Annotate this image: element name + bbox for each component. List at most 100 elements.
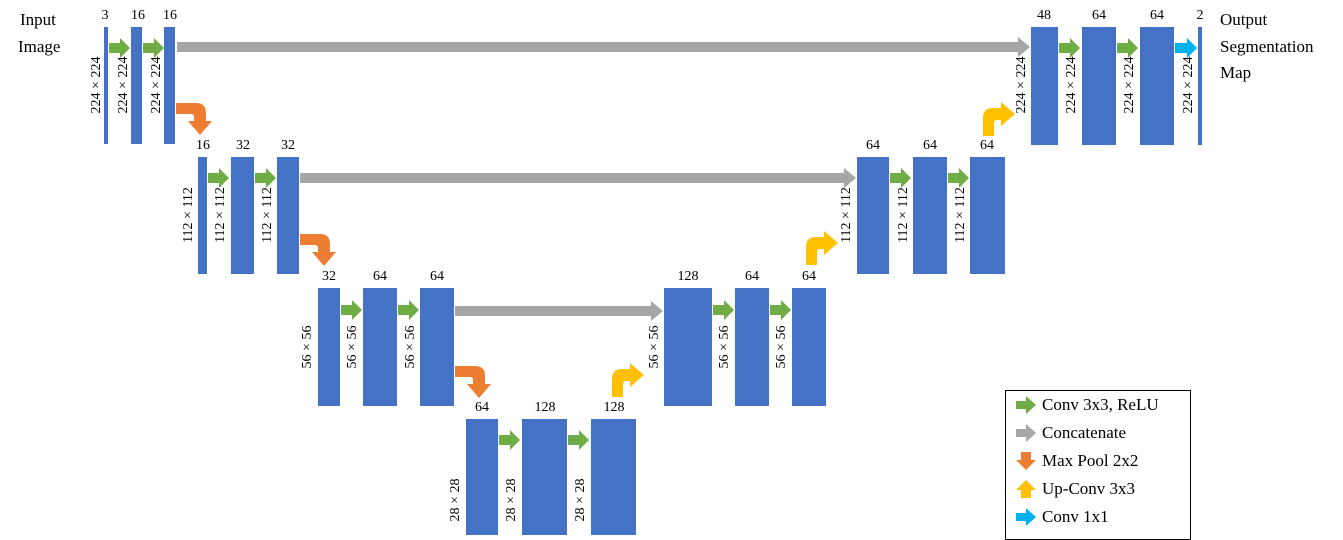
upconv-arrow <box>612 363 644 397</box>
feature-block <box>913 157 947 274</box>
feature-block <box>363 288 397 406</box>
size-label: 28 × 28 <box>448 479 463 522</box>
output-label-line1: Output <box>1220 10 1268 29</box>
size-label: 56 × 56 <box>403 326 418 369</box>
channel-label: 64 <box>866 138 880 153</box>
conv-arrow <box>568 430 589 450</box>
feature-block <box>1031 27 1058 145</box>
legend-label: Conv 3x3, ReLU <box>1042 395 1159 414</box>
channel-label: 64 <box>980 138 994 153</box>
down-arrow-icon <box>1016 452 1036 470</box>
concat-arrow <box>455 301 663 321</box>
conv-arrow <box>1117 38 1138 58</box>
feature-block <box>318 288 340 406</box>
feature-block <box>1198 27 1202 145</box>
conv-arrow <box>890 168 911 188</box>
size-label: 28 × 28 <box>504 479 519 522</box>
legend-label: Up-Conv 3x3 <box>1042 479 1136 498</box>
channel-label: 64 <box>1092 8 1106 23</box>
conv-arrow <box>208 168 229 188</box>
feature-block <box>735 288 769 406</box>
output-label-line3: Map <box>1220 63 1252 82</box>
input-label-line1: Input <box>20 10 56 29</box>
channel-label: 16 <box>131 8 145 23</box>
size-label: 224 × 224 <box>1064 57 1079 114</box>
size-label: 112 × 112 <box>896 187 911 243</box>
conv-arrow <box>770 300 791 320</box>
output-label-line2: Segmentation <box>1220 37 1314 56</box>
channel-label: 48 <box>1037 8 1051 23</box>
feature-block <box>104 27 108 144</box>
size-label: 224 × 224 <box>149 57 164 114</box>
feature-block <box>466 419 498 535</box>
legend-item-upconv: Up-Conv 3x3 <box>1014 477 1135 501</box>
legend-item-concat: Concatenate <box>1014 421 1126 445</box>
maxpool-arrow <box>455 366 491 398</box>
channel-label: 32 <box>281 138 295 153</box>
channel-label: 64 <box>802 269 816 284</box>
concat-arrow <box>300 168 856 188</box>
up-arrow-icon <box>1016 480 1036 498</box>
conv-arrow <box>398 300 419 320</box>
legend-item-conv: Conv 3x3, ReLU <box>1014 393 1159 417</box>
channel-label: 32 <box>236 138 250 153</box>
size-label: 56 × 56 <box>717 326 732 369</box>
channel-label: 32 <box>322 269 336 284</box>
maxpool-arrow <box>176 103 212 135</box>
feature-block <box>1140 27 1174 145</box>
channel-label: 64 <box>923 138 937 153</box>
legend-item-pool: Max Pool 2x2 <box>1014 449 1138 473</box>
feature-block <box>164 27 175 144</box>
size-label: 56 × 56 <box>345 326 360 369</box>
size-label: 28 × 28 <box>573 479 588 522</box>
conv-arrow <box>109 38 130 58</box>
feature-block <box>792 288 826 406</box>
feature-block <box>1082 27 1116 145</box>
size-label: 112 × 112 <box>953 187 968 243</box>
channel-label: 16 <box>163 8 177 23</box>
blue-arrow-icon <box>1016 508 1036 526</box>
channel-label: 64 <box>430 269 444 284</box>
channel-label: 64 <box>745 269 759 284</box>
legend-label: Conv 1x1 <box>1042 507 1109 526</box>
channel-label: 16 <box>196 138 210 153</box>
channel-label: 128 <box>535 400 556 415</box>
conv-arrow <box>143 38 164 58</box>
feature-block <box>970 157 1005 274</box>
legend-item-conv1: Conv 1x1 <box>1014 505 1109 529</box>
size-label: 224 × 224 <box>89 57 104 114</box>
feature-block <box>857 157 889 274</box>
conv1x1-arrow <box>1175 38 1197 58</box>
size-label: 224 × 224 <box>1181 57 1196 114</box>
feature-block <box>231 157 254 274</box>
upconv-arrow <box>983 102 1015 136</box>
feature-block <box>131 27 142 144</box>
conv-arrow <box>1059 38 1080 58</box>
legend-label: Concatenate <box>1042 423 1127 442</box>
feature-block <box>420 288 454 406</box>
input-label-line2: Image <box>18 37 61 56</box>
feature-block <box>198 157 207 274</box>
legend-label: Max Pool 2x2 <box>1042 451 1139 470</box>
channel-label: 128 <box>604 400 625 415</box>
size-label: 56 × 56 <box>300 326 315 369</box>
feature-block <box>522 419 567 535</box>
size-label: 112 × 112 <box>839 187 854 243</box>
channel-label: 128 <box>678 269 699 284</box>
size-label: 56 × 56 <box>774 326 789 369</box>
channel-label: 64 <box>475 400 489 415</box>
gray-arrow-icon <box>1016 424 1036 442</box>
feature-block <box>591 419 636 535</box>
channel-label: 64 <box>1150 8 1164 23</box>
concat-arrow <box>177 37 1030 57</box>
size-label: 224 × 224 <box>1014 57 1029 114</box>
size-label: 112 × 112 <box>213 187 228 243</box>
feature-block <box>664 288 712 406</box>
conv-arrow <box>341 300 362 320</box>
green-arrow-icon <box>1016 396 1036 414</box>
conv-arrow <box>499 430 520 450</box>
size-label: 112 × 112 <box>181 187 196 243</box>
size-label: 56 × 56 <box>647 326 662 369</box>
size-label: 224 × 224 <box>1122 57 1137 114</box>
